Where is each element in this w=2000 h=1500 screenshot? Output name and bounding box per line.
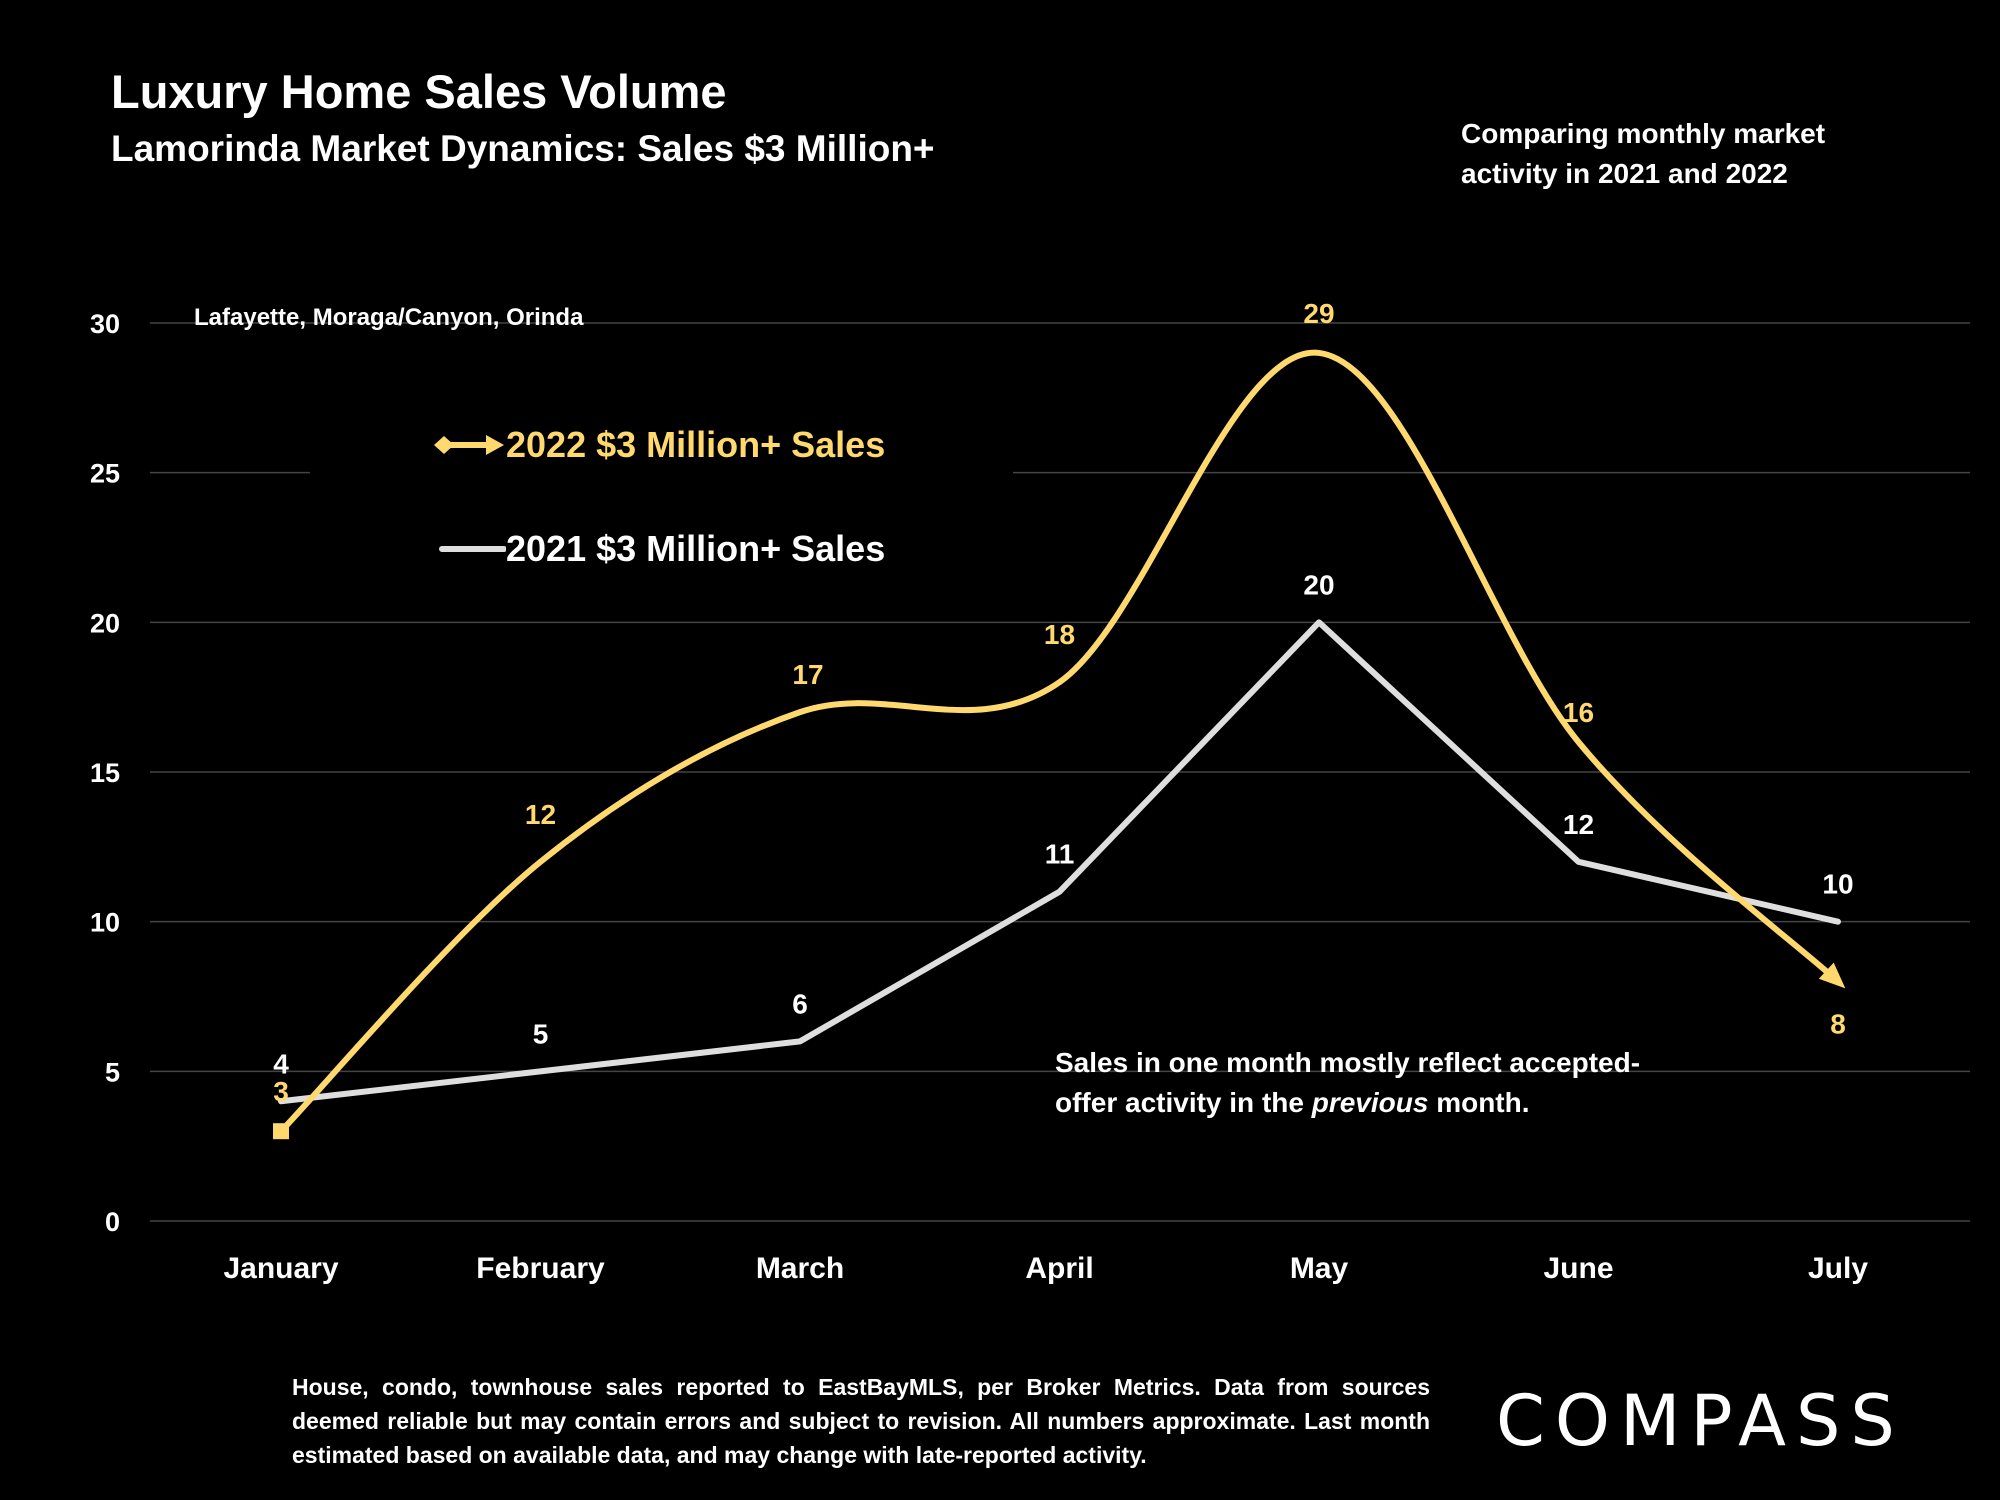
data-label-2021: 10 [1822,869,1853,900]
note-text-1: Sales in one month mostly reflect accept… [1055,1047,1641,1118]
data-label-2022: 18 [1044,619,1075,650]
x-tick-label: March [756,1252,844,1285]
x-tick-label: April [1025,1252,1093,1285]
data-label-2022: 3 [273,1076,289,1107]
legend-swatch-2022-icon [434,435,504,455]
compass-logo: COMPASS [1496,1380,1905,1462]
legend-item-2021: 2021 $3 Million+ Sales [434,528,885,570]
comparison-caption: Comparing monthly market activity in 202… [1461,114,1921,194]
data-label-2022: 8 [1830,1009,1846,1040]
note-text-2: month. [1428,1087,1530,1118]
data-label-2021: 20 [1303,569,1334,600]
region-label: Lafayette, Moraga/Canyon, Orinda [194,304,584,331]
data-label-2021: 6 [792,988,808,1019]
comparison-caption-line2: activity in 2021 and 2022 [1461,158,1788,189]
y-tick-label: 20 [90,608,120,638]
page-title: Luxury Home Sales Volume [111,65,727,118]
x-tick-label: May [1290,1252,1349,1285]
data-label-2022: 29 [1303,298,1334,329]
y-tick-label: 5 [105,1057,120,1087]
note-emphasis: previous [1311,1087,1429,1118]
series-2022-end-arrow [1818,962,1846,989]
y-tick-label: 15 [90,758,120,788]
comparison-caption-line1: Comparing monthly market [1461,118,1826,149]
source-footnote: House, condo, townhouse sales reported t… [292,1374,1430,1468]
y-tick-label: 30 [90,309,120,339]
x-tick-label: January [223,1252,338,1285]
x-tick-label: February [476,1252,605,1285]
y-tick-label: 25 [90,459,120,489]
page-subtitle: Lamorinda Market Dynamics: Sales $3 Mill… [111,128,935,169]
series-line-2021 [278,619,1841,1105]
series-line-2022 [278,349,1841,1135]
series-2022-start-marker [273,1123,289,1140]
x-tick-label: July [1808,1252,1868,1285]
y-tick-label: 0 [105,1207,120,1237]
data-label-2022: 17 [792,659,823,690]
data-label-2021: 12 [1563,809,1594,840]
x-tick-label: June [1543,1252,1613,1285]
annotation-note: Sales in one month mostly reflect accept… [1055,1043,1695,1123]
legend-swatch-2021-icon [439,546,506,552]
y-tick-label: 10 [90,908,120,938]
legend-item-2022: 2022 $3 Million+ Sales [434,424,885,466]
data-label-2022: 12 [525,799,556,830]
data-label-2022: 16 [1563,697,1594,728]
data-label-2021: 11 [1045,839,1075,870]
legend-label-2022: 2022 $3 Million+ Sales [506,424,886,465]
data-label-2021: 4 [273,1048,289,1079]
data-label-2021: 5 [533,1018,549,1049]
sales-line-chart: 0 5 10 15 20 25 30 January February March April May… [90,298,1970,1285]
legend-label-2021: 2021 $3 Million+ Sales [506,528,886,569]
